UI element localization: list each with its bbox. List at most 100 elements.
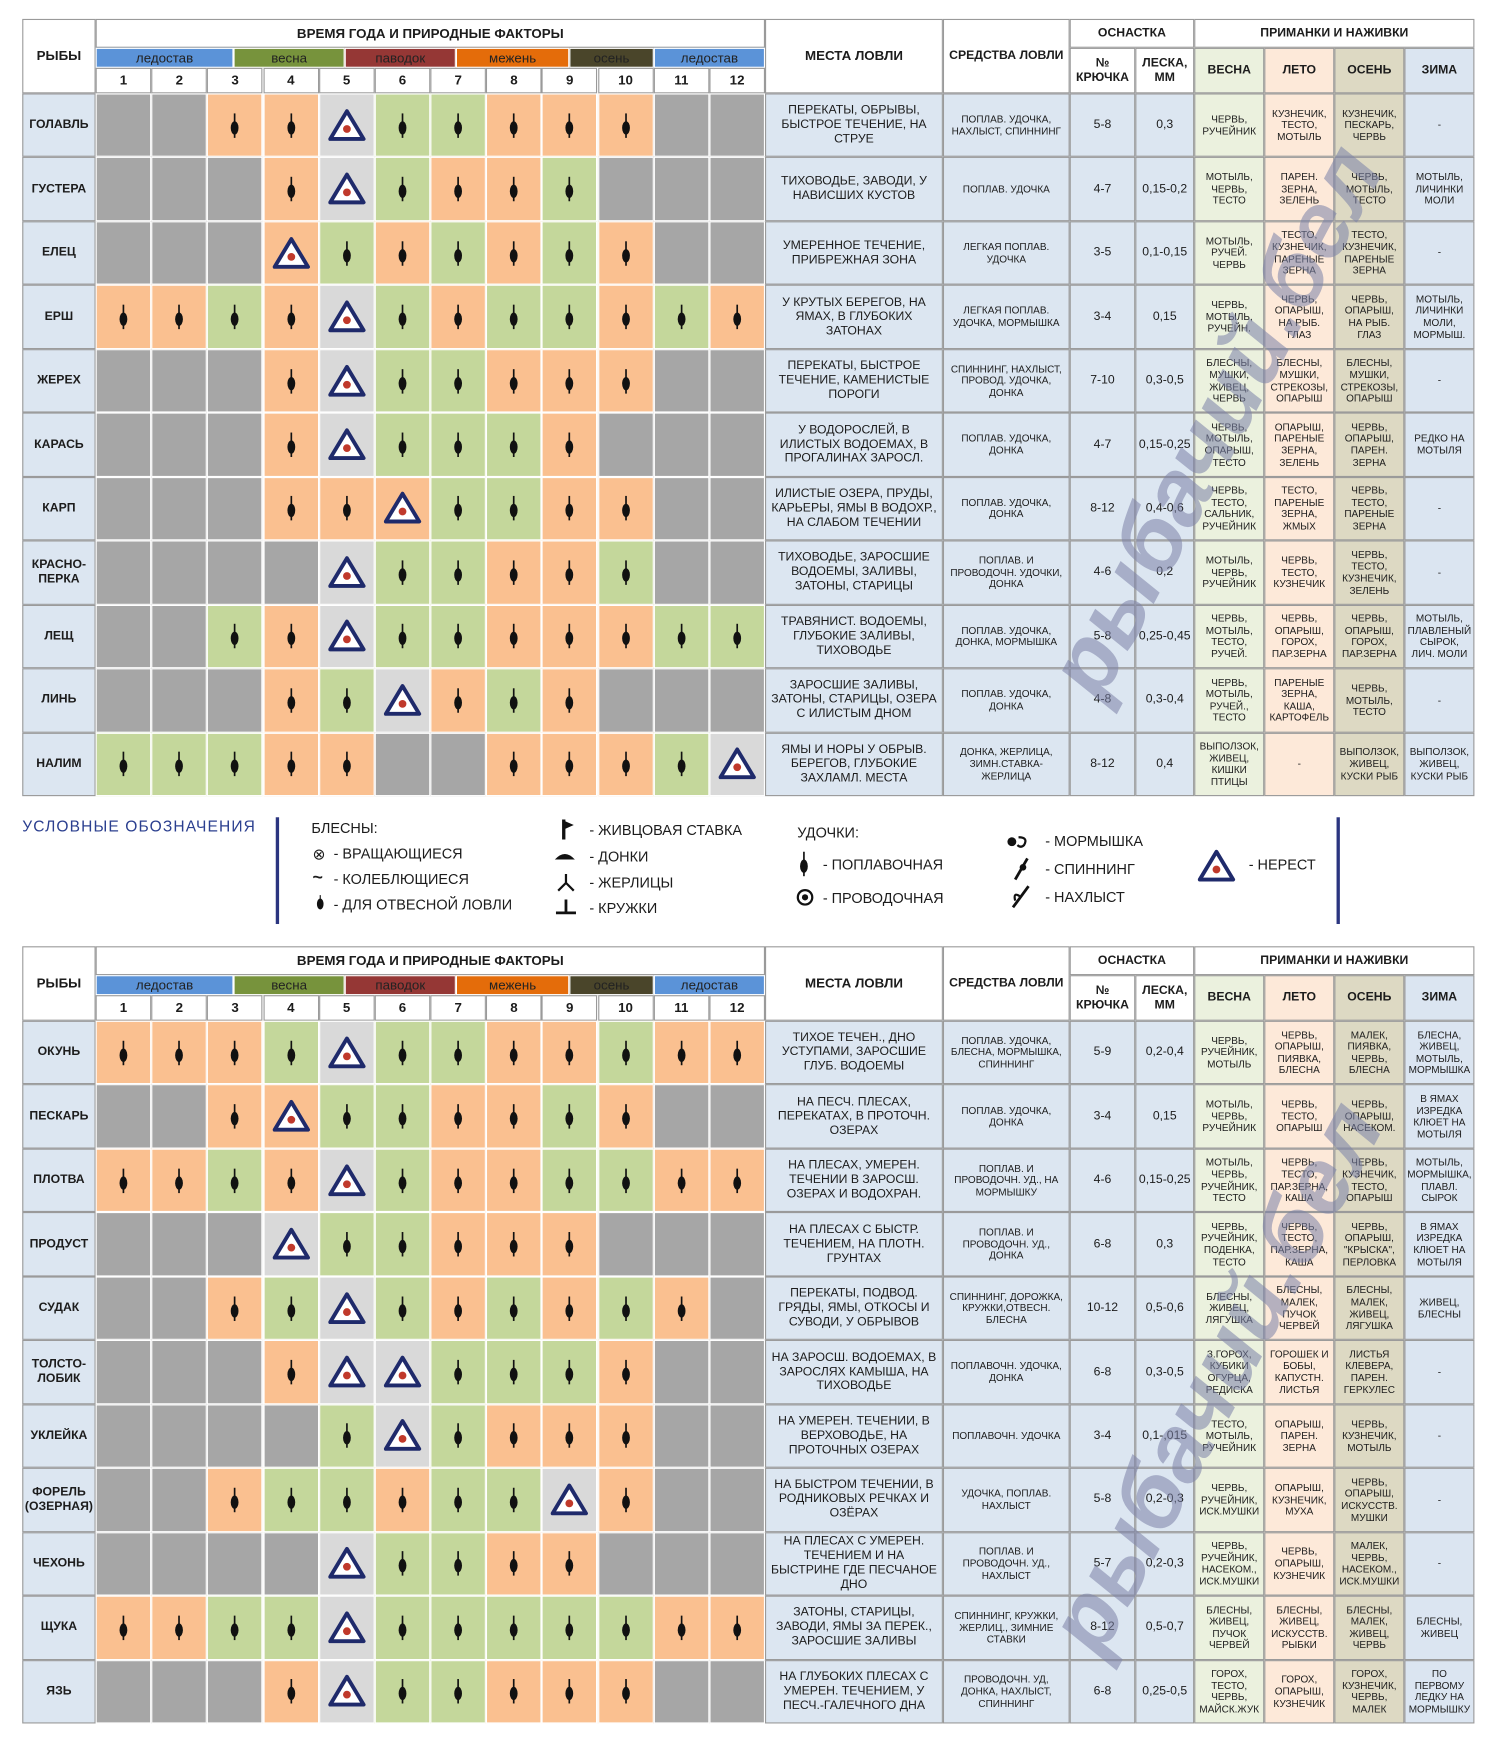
tackle-icon [510,113,518,138]
header-cell: № КРЮЧКА [1069,975,1136,1021]
month-cell [151,348,208,413]
bait-cell: БЛЕСНЫ, МУШКИ, СТРЕКОЗЫ, ОПАРЫШ [1334,348,1405,413]
month-number: 1 [95,995,152,1021]
month-cell [151,1084,208,1149]
spawn-icon [328,300,366,333]
bait-cell: ТЕСТО, КУЗНЕЧИК, ПАРЕНЫЕ ЗЕРНА [1264,221,1335,286]
tackle-icon [565,304,574,330]
line-cell: 0,3-0,5 [1135,348,1195,413]
legend-icon [554,853,575,860]
header-cell: ОСНАСТКА [1069,946,1195,976]
hook-cell: 5-9 [1069,1020,1136,1085]
month-cell [151,1404,208,1468]
divider [275,817,280,925]
bait-cell: ПАРЕНЫЕ ЗЕРНА, КАША, КАРТОФЕЛЬ [1264,668,1335,733]
tackle-cell: СПИННИНГ, ДОРОЖКА, КРУЖКИ,ОТВЕСН. БЛЕСНА [942,1276,1070,1341]
bait-cell: В ЯМАХ ИЗРЕДКА КЛЮЕТ НА МОТЫЛЯ [1404,1084,1475,1149]
hook-cell: 5-7 [1069,1531,1136,1596]
bait-cell: ОПАРЫШ, ПАРЕНЫЕ ЗЕРНА, ЗЕЛЕНЬ [1264,412,1335,477]
fish-name: ЧЕХОНЬ [22,1531,96,1596]
tackle-icon [398,1232,407,1257]
places-cell: НА ПЛЕСАХ С БЫСТР. ТЕЧЕНИЕМ, НА ПЛОТН. Г… [765,1212,943,1277]
line-cell: 0,1-0,15 [1135,221,1195,286]
spawn-icon [383,492,422,524]
tackle-icon [286,624,295,649]
fish-name: ГОЛАВЛЬ [22,93,96,158]
bait-cell: З.ГОРОХ, КУБИКИ ОГУРЦА, РЕДИСКА [1194,1340,1265,1405]
tackle-icon [510,1551,518,1577]
hook-cell: 8-12 [1069,476,1136,541]
places-cell: У КРУТЫХ БЕРЕГОВ, НА ЯМАХ, В ГЛУБОКИХ ЗА… [765,285,943,349]
legend-label: - ДЛЯ ОТВЕСНОЙ ЛОВЛИ [333,896,513,913]
line-cell: 0,5-0,6 [1135,1276,1195,1341]
tackle-cell: СПИННИНГ, НАХЛЫСТ, ПРОВОД. УДОЧКА, ДОНКА [942,348,1070,413]
tackle-icon [565,751,574,777]
fish-name: ПЛОТВА [22,1148,96,1213]
season-cell: паводок [344,975,456,996]
month-cell [207,476,263,541]
hook-cell: 5-8 [1069,93,1136,158]
month-cell [653,1404,710,1468]
fish-name: ЖЕРЕХ [22,348,96,413]
month-cell [151,1340,208,1405]
legend-icon [796,888,814,906]
bait-cell: БЛЕСНЫ, МАЛЕК, ЖИВЕЦ, ЛЯГУШКА [1334,1276,1405,1341]
tackle-icon [565,1615,574,1640]
tackle-cell: ПОПЛАВ. УДОЧКА, ДОНКА [942,476,1070,541]
line-cell: 0,2-0,3 [1135,1531,1195,1596]
tackle-icon [175,751,184,777]
tackle-icon [231,1104,239,1129]
header-cell: СРЕДСТВА ЛОВЛИ [942,946,1070,1021]
month-cell [151,604,208,669]
tackle-icon [621,1487,630,1513]
month-cell [486,1276,542,1341]
tackle-icon [342,1104,351,1129]
tackle-icon [454,240,463,266]
month-cell [95,1084,152,1149]
month-cell [207,157,263,222]
bait-cell: ЧЕРВЬ, ОПАРЫШ, ИСКУССТВ. МУШКИ [1334,1467,1405,1532]
places-cell: ТИХОЕ ТЕЧЕН., ДНО УСТУПАМИ, ЗАРОСШИЕ ГЛУ… [765,1020,943,1085]
month-cell [653,412,710,477]
tackle-icon [231,304,239,330]
tackle-icon [733,1168,741,1193]
tackle-cell: ПРОВОДОЧН. УД, ДОНКА, НАХЛЫСТ, СПИННИНГ [942,1659,1070,1724]
line-cell: 0,3 [1135,1212,1195,1277]
month-cell [207,1404,263,1468]
month-cell [151,540,208,605]
tackle-icon [286,1295,295,1321]
month-cell [709,157,765,222]
bait-cell: БЛЕСНЫ, ЖИВЕЦ, ЛЯГУШКА [1194,1276,1265,1341]
line-cell: 0,4 [1135,732,1195,797]
tackle-icon [231,1295,239,1321]
tackle-icon [454,1040,463,1065]
month-cell [262,1531,319,1596]
tackle-cell: ПОПЛАВОЧН. УДОЧКА, ДОНКА [942,1340,1070,1405]
hook-cell: 8-12 [1069,1595,1136,1660]
month-number: 4 [262,995,319,1021]
spawn-icon [328,1547,366,1580]
tackle-icon [454,1551,463,1577]
month-cell [95,221,152,286]
month-number: 11 [653,67,710,94]
places-cell: НА ПЛЕСАХ, УМЕРЕН. ТЕЧЕНИИ В ЗАРОСШ. ОЗЕ… [765,1148,943,1213]
spawn-icon [272,1100,310,1132]
month-cell [709,476,765,541]
header-cell: МЕСТА ЛОВЛИ [765,18,943,94]
bait-cell: БЛЕСНЫ, ЖИВЕЦ [1404,1595,1475,1660]
season-cell: осень [569,975,654,996]
tackle-icon [454,1168,463,1193]
month-cell [653,221,710,286]
tackle-icon [342,688,351,713]
tackle-icon [621,1168,630,1193]
month-cell [95,1659,152,1724]
bait-cell: ОПАРЫШ, КУЗНЕЧИК, МУХА [1264,1467,1335,1532]
month-cell [207,1531,263,1596]
bait-cell: ЧЕРВЬ, ОПАРЫШ, НА РЫБ. ГЛАЗ [1334,285,1405,349]
month-cell [430,157,487,222]
tackle-icon [454,688,463,713]
legend-label: - СПИННИНГ [1045,860,1135,878]
month-cell [709,1467,765,1532]
legend-icon: ~ [312,868,323,888]
month-cell [151,412,208,477]
